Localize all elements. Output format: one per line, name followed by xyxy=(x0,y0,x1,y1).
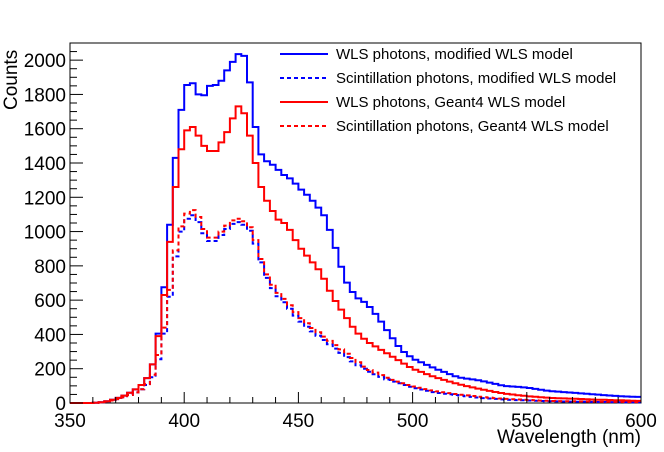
series-line-1 xyxy=(70,53,641,404)
y-tick-label: 400 xyxy=(34,325,66,346)
y-tick-label: 1200 xyxy=(24,188,66,209)
y-axis-title: Counts xyxy=(1,50,22,110)
y-tick-label: 1600 xyxy=(24,120,66,141)
axes-group: 350 400 450 500 550 600 0 200 400 600 800 1000 1200 1… xyxy=(24,42,657,432)
x-axis-title: Wavelength (nm) xyxy=(497,427,641,448)
y-tick-label: 800 xyxy=(34,257,66,278)
x-tick-label: 350 xyxy=(54,411,86,432)
legend-label: WLS photons, Geant4 WLS model xyxy=(336,94,565,111)
y-tick-label: 1400 xyxy=(24,154,66,175)
y-tick-label: 2000 xyxy=(24,51,66,72)
legend-label: Scintillation photons, Geant4 WLS model xyxy=(336,118,609,135)
series-line-3 xyxy=(70,105,641,404)
legend: WLS photons, modified WLS model Scintilla… xyxy=(280,46,616,135)
series-group xyxy=(70,53,641,404)
legend-label: WLS photons, modified WLS model xyxy=(336,46,573,63)
y-tick-label: 0 xyxy=(55,394,66,415)
y-tick-label: 1800 xyxy=(24,85,66,106)
legend-label: Scintillation photons, modified WLS mode… xyxy=(336,70,616,87)
x-tick-label: 400 xyxy=(168,411,200,432)
x-tick-label: 550 xyxy=(511,411,543,432)
x-tick-label: 600 xyxy=(625,411,657,432)
y-tick-label: 200 xyxy=(34,360,66,381)
x-tick-label: 450 xyxy=(283,411,315,432)
x-tick-label: 500 xyxy=(397,411,429,432)
y-tick-label: 600 xyxy=(34,291,66,312)
y-tick-label: 1000 xyxy=(24,223,66,244)
series-line-4 xyxy=(70,209,641,404)
